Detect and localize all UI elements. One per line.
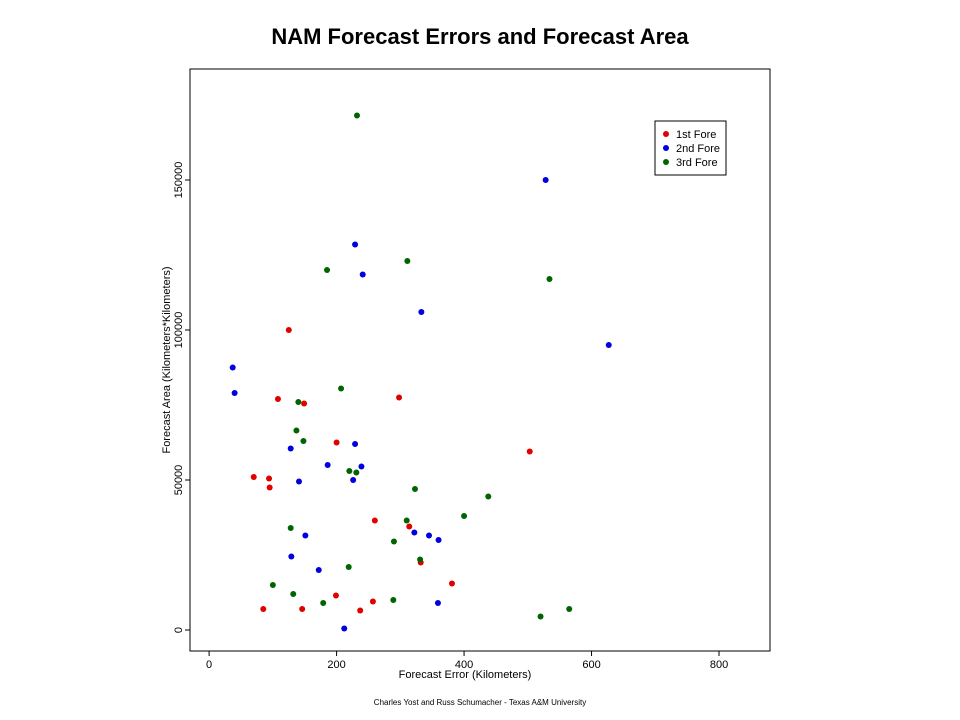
- point-2nd-fore: [288, 553, 295, 560]
- point-3rd-fore: [566, 606, 573, 612]
- x-tick-label: 800: [710, 659, 728, 671]
- point-3rd-fore: [295, 399, 302, 405]
- legend-marker-2nd-fore: [663, 145, 669, 151]
- x-axis: 0 200 400 600 800: [206, 651, 728, 671]
- x-tick-label: 200: [327, 659, 345, 671]
- point-2nd-fore: [358, 463, 365, 470]
- point-2nd-fore: [350, 477, 357, 483]
- point-1st-fore: [333, 439, 340, 446]
- point-3rd-fore: [324, 267, 331, 273]
- point-1st-fore: [260, 606, 267, 612]
- point-1st-fore: [274, 396, 281, 402]
- y-tick-label: 50000: [173, 465, 185, 496]
- point-2nd-fore: [418, 309, 425, 315]
- data-points: [229, 112, 612, 632]
- point-2nd-fore: [542, 177, 549, 183]
- point-3rd-fore: [293, 427, 300, 434]
- point-3rd-fore: [537, 613, 544, 620]
- point-1st-fore: [369, 598, 376, 605]
- y-axis: 0 50000 100000 150000: [173, 162, 190, 633]
- point-2nd-fore: [352, 441, 359, 447]
- point-1st-fore: [266, 484, 273, 491]
- point-2nd-fore: [605, 342, 612, 348]
- point-1st-fore: [301, 400, 308, 407]
- point-3rd-fore: [346, 468, 353, 474]
- y-tick-label: 100000: [173, 312, 185, 349]
- point-3rd-fore: [417, 556, 424, 563]
- point-1st-fore: [526, 448, 533, 455]
- point-1st-fore: [266, 475, 273, 482]
- point-1st-fore: [357, 607, 364, 614]
- point-1st-fore: [250, 474, 257, 480]
- point-1st-fore: [448, 580, 455, 587]
- point-3rd-fore: [300, 438, 307, 444]
- point-1st-fore: [371, 517, 378, 524]
- legend-label-2nd-fore: 2nd Fore: [676, 143, 720, 155]
- point-3rd-fore: [345, 564, 352, 570]
- point-3rd-fore: [353, 112, 360, 119]
- legend-box: [654, 120, 727, 176]
- point-2nd-fore: [302, 532, 309, 539]
- point-3rd-fore: [269, 582, 276, 588]
- point-3rd-fore: [320, 600, 327, 606]
- point-3rd-fore: [353, 469, 360, 476]
- point-3rd-fore: [461, 513, 468, 519]
- point-2nd-fore: [315, 567, 322, 573]
- legend-marker-1st-fore: [663, 131, 669, 137]
- x-tick-label: 0: [206, 659, 212, 671]
- point-2nd-fore: [287, 445, 294, 452]
- x-tick-label: 600: [582, 659, 600, 671]
- point-2nd-fore: [426, 532, 433, 539]
- point-3rd-fore: [485, 493, 492, 500]
- point-3rd-fore: [403, 517, 410, 524]
- point-3rd-fore: [404, 258, 411, 264]
- point-1st-fore: [299, 606, 306, 612]
- point-2nd-fore: [411, 529, 418, 536]
- point-3rd-fore: [390, 538, 397, 545]
- x-axis-label: Forecast Error (Kilometers): [399, 669, 532, 681]
- point-3rd-fore: [290, 591, 297, 597]
- y-tick-label: 150000: [173, 162, 185, 199]
- point-2nd-fore: [434, 600, 441, 606]
- point-2nd-fore: [359, 271, 366, 278]
- point-3rd-fore: [546, 276, 553, 282]
- legend: 1st Fore 2nd Fore 3rd Fore: [654, 120, 727, 176]
- point-2nd-fore: [352, 241, 359, 248]
- point-1st-fore: [332, 592, 339, 599]
- y-axis-label: Forecast Area (Kilometers*Kilometers): [161, 266, 173, 453]
- plot-frame: [189, 68, 771, 652]
- legend-label-3rd-fore: 3rd Fore: [676, 157, 718, 169]
- point-1st-fore: [396, 394, 403, 401]
- point-1st-fore: [285, 327, 292, 333]
- point-2nd-fore: [341, 625, 348, 632]
- point-3rd-fore: [390, 597, 397, 603]
- point-3rd-fore: [411, 486, 418, 492]
- chart-title: NAM Forecast Errors and Forecast Area: [271, 24, 689, 49]
- point-3rd-fore: [287, 525, 294, 531]
- point-2nd-fore: [231, 390, 238, 396]
- point-1st-fore: [406, 523, 413, 530]
- point-2nd-fore: [295, 478, 302, 485]
- point-2nd-fore: [324, 462, 331, 468]
- x-tick-label: 400: [455, 659, 473, 671]
- credit-text: Charles Yost and Russ Schumacher - Texas…: [374, 698, 586, 707]
- point-2nd-fore: [229, 364, 236, 371]
- point-2nd-fore: [435, 537, 442, 543]
- legend-marker-3rd-fore: [663, 159, 669, 165]
- point-3rd-fore: [338, 385, 345, 392]
- y-tick-label: 0: [173, 627, 185, 633]
- legend-label-1st-fore: 1st Fore: [676, 129, 716, 141]
